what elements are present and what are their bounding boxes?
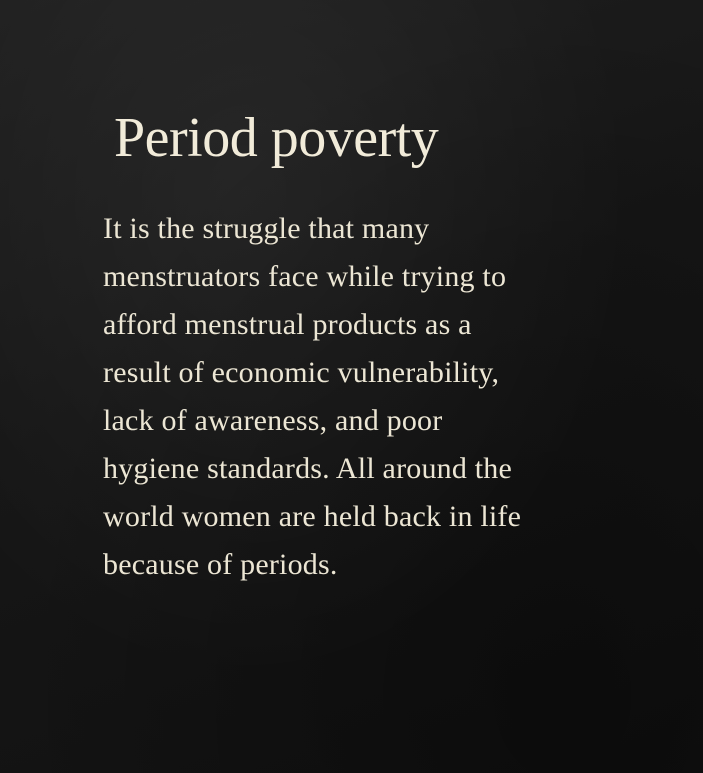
slide-body-text: It is the struggle that many menstruator… xyxy=(103,205,603,589)
body-line: because of periods. xyxy=(103,548,338,581)
body-line: result of economic vulnerability, xyxy=(103,356,500,389)
body-line: lack of awareness, and poor xyxy=(103,404,443,437)
body-line: menstruators face while trying to xyxy=(103,260,507,293)
body-line: hygiene standards. All around the xyxy=(103,452,513,485)
body-line: world women are held back in life xyxy=(103,500,522,533)
body-line: It is the struggle that many xyxy=(103,212,430,245)
body-line: afford menstrual products as a xyxy=(103,308,472,341)
slide-title: Period poverty xyxy=(114,107,439,169)
